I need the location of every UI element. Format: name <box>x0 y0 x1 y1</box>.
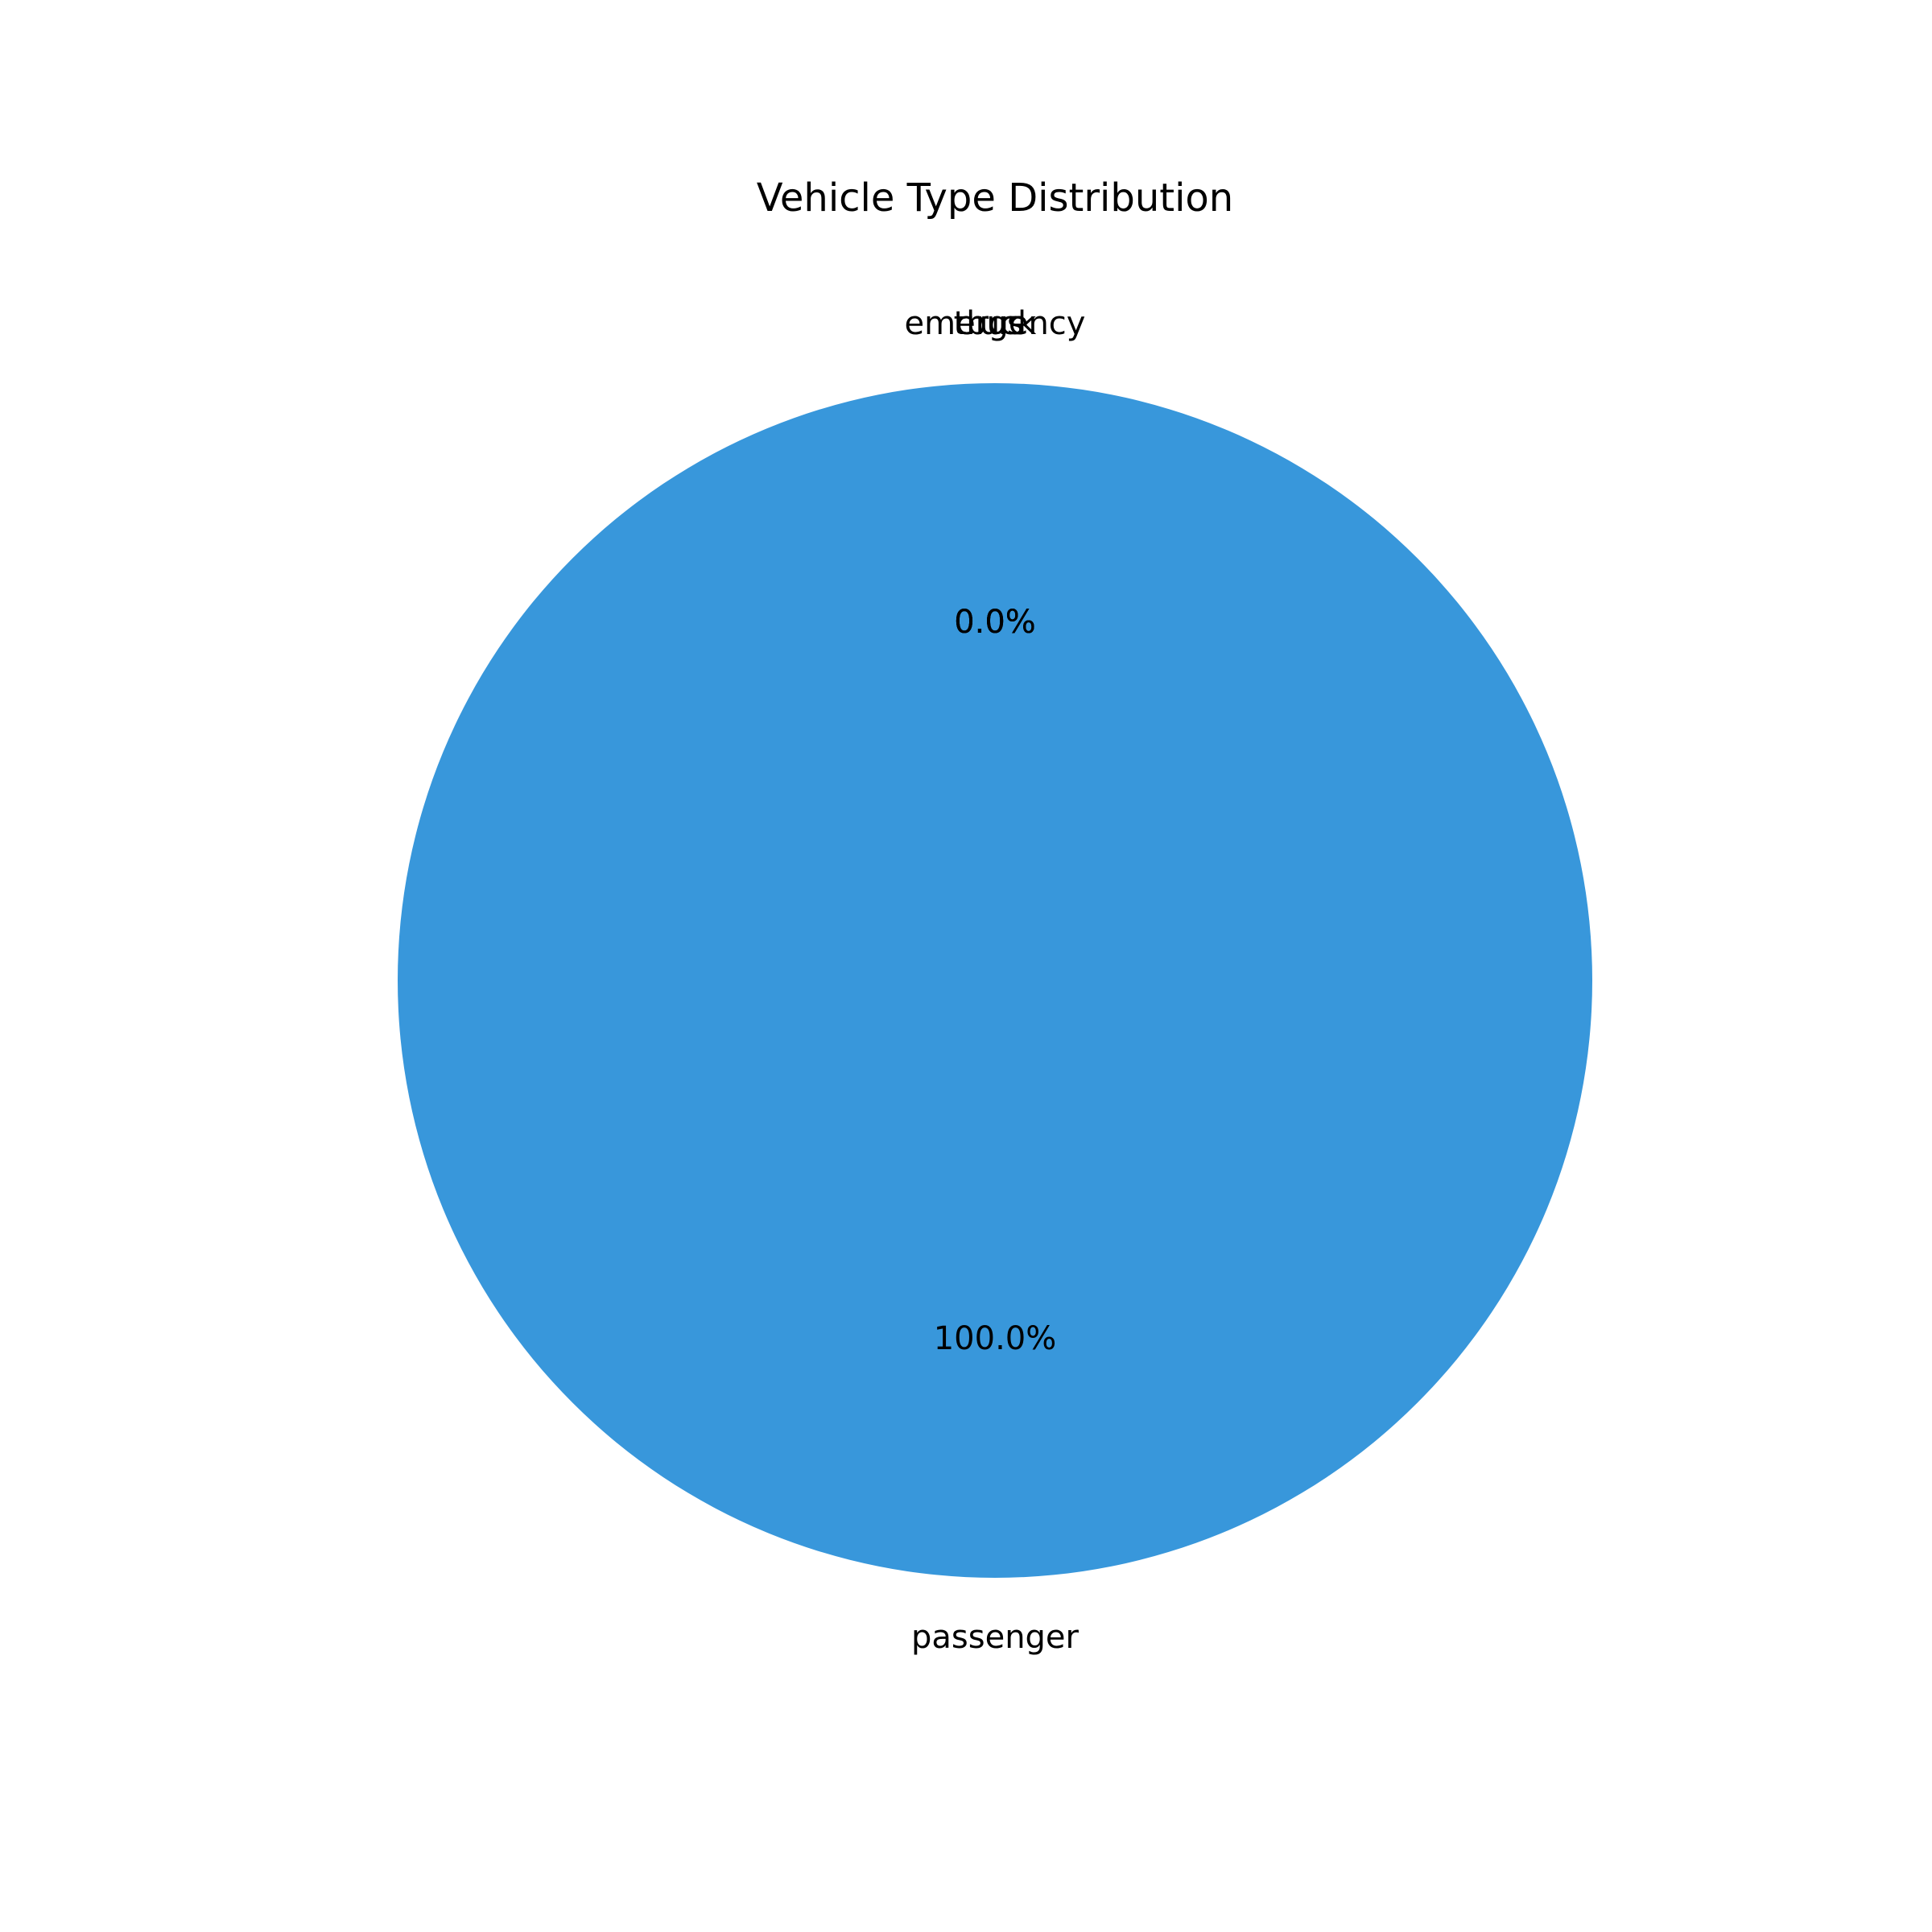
pct-label-truck: 0.0% <box>954 604 1036 641</box>
slice-label-emergency: emergency <box>905 305 1086 342</box>
slice-label-truck: truck <box>954 305 1037 342</box>
pct-label-bus: 0.0% <box>954 604 1036 641</box>
slice-label-passenger: passenger <box>911 1619 1080 1656</box>
pct-label-passenger: 100.0% <box>934 1320 1057 1357</box>
pct-label-emergency: 0.0% <box>954 604 1036 641</box>
pie-labels: passenger100.0%bus0.0%truck0.0%emergency… <box>905 305 1086 1656</box>
chart-title: Vehicle Type Distribution <box>757 175 1233 221</box>
pie-slice-passenger <box>398 383 1592 1578</box>
slice-label-bus: bus <box>966 305 1024 342</box>
pie-slices <box>398 383 1592 1578</box>
